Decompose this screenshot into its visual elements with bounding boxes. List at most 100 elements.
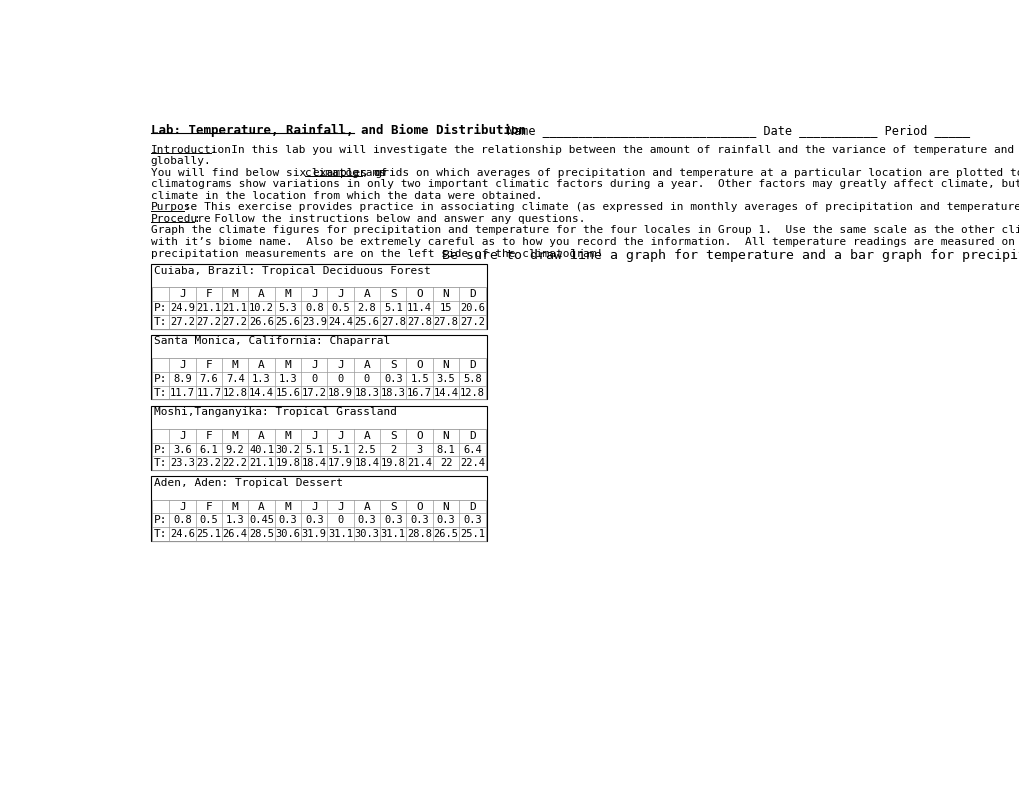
Text: 0.3: 0.3 (383, 515, 403, 526)
Text: 8.9: 8.9 (173, 374, 192, 384)
Text: N: N (442, 431, 449, 440)
Text: 31.1: 31.1 (328, 530, 353, 539)
Text: 5.1: 5.1 (331, 444, 350, 455)
Bar (151, 335, 487, 400)
Text: M: M (231, 289, 238, 299)
Text: 11.7: 11.7 (197, 388, 221, 398)
Text: J: J (311, 431, 317, 440)
Bar (152, 429, 485, 470)
Text: M: M (231, 501, 238, 511)
Text: J: J (337, 501, 343, 511)
Text: 0.3: 0.3 (463, 515, 481, 526)
Text: Moshi,Tanganyika: Tropical Grassland: Moshi,Tanganyika: Tropical Grassland (154, 407, 396, 417)
Text: D: D (469, 501, 475, 511)
Text: S: S (389, 289, 396, 299)
Text: 9.2: 9.2 (225, 444, 245, 455)
Text: D: D (469, 289, 475, 299)
Text: 1.3: 1.3 (278, 374, 297, 384)
Text: with it’s biome name.  Also be extremely careful as to how you record the inform: with it’s biome name. Also be extremely … (151, 237, 1019, 247)
Text: 27.2: 27.2 (460, 317, 484, 327)
Text: A: A (258, 289, 265, 299)
Text: 0: 0 (337, 515, 343, 526)
Text: Santa Monica, California: Chaparral: Santa Monica, California: Chaparral (154, 336, 389, 347)
Text: 0.3: 0.3 (410, 515, 429, 526)
Text: S: S (389, 360, 396, 370)
Text: 2: 2 (390, 444, 396, 455)
Text: 21.1: 21.1 (222, 303, 248, 313)
Text: T:: T: (154, 459, 167, 468)
Text: S: S (389, 501, 396, 511)
Text: 18.3: 18.3 (380, 388, 406, 398)
Text: 0.8: 0.8 (305, 303, 323, 313)
Text: 27.2: 27.2 (197, 317, 221, 327)
Text: J: J (311, 501, 317, 511)
Text: 1.3: 1.3 (252, 374, 271, 384)
Text: J: J (179, 501, 185, 511)
Text: P:: P: (154, 515, 167, 526)
Text: 30.2: 30.2 (275, 444, 301, 455)
Text: 18.4: 18.4 (302, 459, 326, 468)
Text: 31.9: 31.9 (302, 530, 326, 539)
Text: :  In this lab you will investigate the relationship between the amount of rainf: : In this lab you will investigate the r… (211, 145, 1019, 154)
Text: O: O (416, 289, 423, 299)
Text: 25.1: 25.1 (197, 530, 221, 539)
Text: 1.3: 1.3 (225, 515, 245, 526)
Text: climatograms show variations in only two important climatic factors during a yea: climatograms show variations in only two… (151, 179, 1019, 189)
Text: 31.1: 31.1 (380, 530, 406, 539)
Text: 10.2: 10.2 (249, 303, 274, 313)
Text: 2.5: 2.5 (358, 444, 376, 455)
Text: O: O (416, 360, 423, 370)
Text: J: J (311, 289, 317, 299)
Text: N: N (442, 289, 449, 299)
Text: A: A (258, 360, 265, 370)
Text: P:: P: (154, 303, 167, 313)
Text: F: F (205, 360, 212, 370)
Text: 22: 22 (439, 459, 451, 468)
Text: 3.5: 3.5 (436, 374, 454, 384)
Text: 0: 0 (311, 374, 317, 384)
Text: 23.2: 23.2 (197, 459, 221, 468)
Text: 27.2: 27.2 (170, 317, 195, 327)
Bar (152, 358, 485, 400)
Text: 3.6: 3.6 (173, 444, 192, 455)
Text: 18.3: 18.3 (355, 388, 379, 398)
Text: 23.9: 23.9 (302, 317, 326, 327)
Text: P:: P: (154, 444, 167, 455)
Text: P:: P: (154, 374, 167, 384)
Text: 15.6: 15.6 (275, 388, 301, 398)
Text: 15: 15 (439, 303, 451, 313)
Text: T:: T: (154, 317, 167, 327)
Text: 2.8: 2.8 (358, 303, 376, 313)
Text: 6.1: 6.1 (200, 444, 218, 455)
Text: 0.3: 0.3 (278, 515, 297, 526)
Text: 7.4: 7.4 (225, 374, 245, 384)
Text: 14.4: 14.4 (433, 388, 459, 398)
Text: M: M (284, 501, 291, 511)
Text: 25.6: 25.6 (275, 317, 301, 327)
Text: O: O (416, 431, 423, 440)
Text: 40.1: 40.1 (249, 444, 274, 455)
Text: F: F (205, 431, 212, 440)
Text: 28.8: 28.8 (407, 530, 432, 539)
Text: 26.4: 26.4 (222, 530, 248, 539)
Text: :  This exercise provides practice in associating climate (as expressed in month: : This exercise provides practice in ass… (183, 203, 1019, 212)
Text: J: J (179, 360, 185, 370)
Text: 19.8: 19.8 (380, 459, 406, 468)
Text: 21.1: 21.1 (249, 459, 274, 468)
Text: climate in the location from which the data were obtained.: climate in the location from which the d… (151, 191, 542, 201)
Text: 0.3: 0.3 (436, 515, 454, 526)
Text: 26.5: 26.5 (433, 530, 459, 539)
Text: :  Follow the instructions below and answer any questions.: : Follow the instructions below and answ… (194, 214, 585, 224)
Text: 0.3: 0.3 (383, 374, 403, 384)
Text: 5.8: 5.8 (463, 374, 481, 384)
Text: Purpose: Purpose (151, 203, 198, 212)
Text: 11.7: 11.7 (170, 388, 195, 398)
Text: 12.8: 12.8 (222, 388, 248, 398)
Text: J: J (337, 360, 343, 370)
Text: 16.7: 16.7 (407, 388, 432, 398)
Text: Lab: Temperature, Rainfall, and Biome Distribution: Lab: Temperature, Rainfall, and Biome Di… (151, 124, 525, 137)
Bar (152, 287, 485, 329)
Text: 27.8: 27.8 (407, 317, 432, 327)
Text: 27.2: 27.2 (222, 317, 248, 327)
Text: A: A (258, 501, 265, 511)
